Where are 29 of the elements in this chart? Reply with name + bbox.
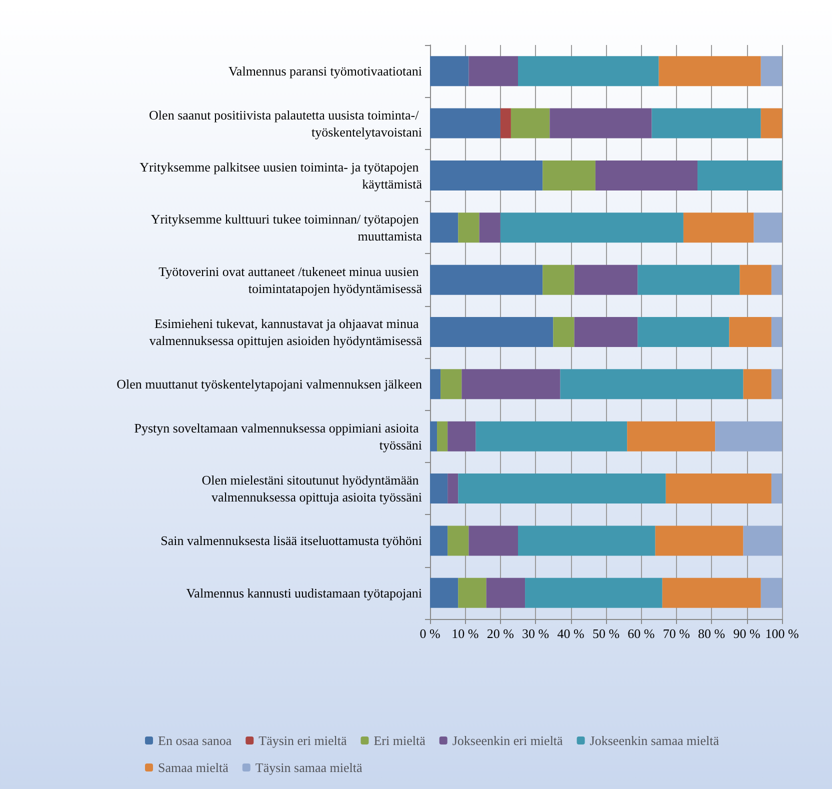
x-tick-label: 0 % <box>420 626 440 641</box>
y-tick-label: Valmennus kannusti uudistamaan työtapojani <box>186 585 422 600</box>
legend-label: En osaa sanoa <box>158 733 232 748</box>
x-tick-label: 70 % <box>662 626 690 641</box>
y-tick-label: Työtoverini ovat auttaneet /tukeneet minua uusien toimintatapojen hyödyntämisessä <box>158 264 422 296</box>
legend-label: Eri mieltä <box>374 733 426 748</box>
x-tick-label: 100 % <box>765 626 799 641</box>
y-tick-label: Yrityksemme kulttuuri tukee toiminnan/ työtapojen muuttamista <box>150 212 422 244</box>
x-tick-label: 40 % <box>557 626 585 641</box>
y-tick-label: Valmennus paransi työmotivaatiotani <box>228 64 422 79</box>
x-tick-label: 50 % <box>592 626 620 641</box>
legend-label: Täysin samaa mieltä <box>255 760 362 775</box>
legend-label: Samaa mieltä <box>158 760 229 775</box>
x-tick-label: 60 % <box>628 626 655 641</box>
y-tick-label: Olen mielestäni sitoutunut hyödyntämään valmennuksessa opittuja asioita työssäni <box>202 472 422 505</box>
y-tick-label: Olen muuttanut työskentelytapojani valmennuksen jälkeen <box>116 376 422 392</box>
y-tick-label: Esimieheni tukevat, kannustavat ja ohjaavat minua valmennuksessa opittujen asioiden hyödyntämisessä <box>149 316 422 348</box>
legend-label: Täysin eri mieltä <box>258 733 347 748</box>
x-tick-label: 20 % <box>486 626 514 641</box>
y-tick-label: Yrityksemme palkitsee uusien toiminta- ja työtapojen käyttämistä <box>140 159 422 192</box>
legend-label: Jokseenkin eri mieltä <box>452 733 564 748</box>
x-tick-label: 80 % <box>698 626 726 641</box>
x-tick-label: 90 % <box>733 626 761 641</box>
legend-label: Jokseenkin samaa mieltä <box>590 733 720 748</box>
x-tick-label: 30 % <box>522 626 550 641</box>
x-tick-label: 10 % <box>452 626 479 641</box>
y-tick-label: Olen saanut positiivista palautetta uusista toiminta-/ työskentelytavoistani <box>149 107 422 140</box>
y-tick-label: Sain valmennuksesta lisää itseluottamusta työhöni <box>160 533 422 548</box>
y-tick-label: Pystyn soveltamaan valmennuksessa oppimiani asioita työssäni <box>134 420 422 452</box>
